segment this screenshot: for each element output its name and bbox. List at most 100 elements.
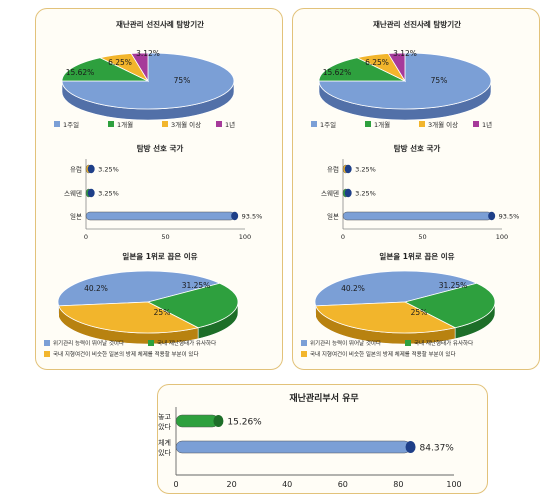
dept-label-0-line1: 확보만 해놓고: [158, 412, 172, 421]
p0-reason-slice-blue: [57, 270, 221, 307]
p0-reason-legend-orange: 국내 지형여건이 비슷한 일본의 방제 체제를 적용할 부분이 있다: [53, 350, 199, 358]
dept-xtick-3: 60: [338, 480, 348, 489]
p1-country-value-1: 3.25%: [355, 190, 376, 198]
dept-xtick-4: 80: [393, 480, 403, 489]
dept-label-1-line1: 비상연락체계: [158, 438, 171, 447]
p1-country-value-2: 93.5%: [499, 213, 520, 221]
p0-period-legend-orange: 3개월 이상: [171, 120, 201, 129]
p0-country-label-2: 일본: [70, 212, 82, 221]
p1-reason-slice-label-blue: 40.2%: [341, 284, 365, 293]
dept-xtick-2: 40: [282, 480, 292, 489]
p0-period-slice-blue: [61, 52, 235, 110]
p1-country-xtick-2: 100: [496, 233, 508, 241]
p1-period-legend-swatch-green: [365, 121, 371, 127]
p1-reason-legend-blue: 위기관리 능력이 뛰어날 것이다: [310, 339, 381, 347]
department-chart-title: 재난관리부서 유무: [289, 392, 358, 404]
p1-reason-legend-orange: 국내 지형여건이 비슷한 일본의 방제 체제를 적용할 부분이 있다: [310, 350, 456, 358]
country-chart-title: 탐방 선호 국가: [137, 143, 184, 153]
p1-reason-legend-swatch-blue: [301, 340, 307, 346]
p1-reason-legend-green: 국내 재난형태가 유사하다: [414, 339, 473, 347]
survey-panel-right: 재난관리 선진사례 탐방기간 75% 15.62% 6.25% 3.12% 1주일 1개월 3…: [292, 8, 540, 370]
p0-country-label-0: 유럽: [70, 165, 82, 174]
p1-country-label-1: 스웨덴: [321, 189, 339, 198]
p0-period-legend-green: 1개월: [117, 120, 133, 129]
p0-country-value-2: 93.5%: [242, 213, 263, 221]
p1-reason-slice-green: [403, 282, 496, 329]
p0-country-xtick-0: 0: [84, 233, 88, 241]
p0-reason-slice-label-green: 25%: [154, 308, 171, 317]
dept-bar-cap-0: [213, 415, 224, 427]
p1-period-legend-purple: 1년: [482, 120, 492, 129]
p0-reason-slice-label-orange: 31.25%: [182, 281, 211, 290]
p1-country-label-2: 일본: [327, 212, 339, 221]
period-chart-title: 재난관리 선진사례 탐방기간: [116, 19, 204, 29]
p1-country-bar-cap-1: [344, 188, 352, 198]
p1-period-slice-label-purple: 3.12%: [393, 49, 417, 58]
p0-period-slice-label-purple: 3.12%: [136, 49, 160, 58]
p0-period-legend-swatch-green: [108, 121, 114, 127]
survey-panel-left: 재난관리 선진사례 탐방기간 75% 15.62% 6.25% 3.12% 1주일 1개월 3…: [35, 8, 283, 370]
p1-period-legend-swatch-blue: [311, 121, 317, 127]
p1-reason-slice-blue: [314, 270, 478, 307]
p0-reason-legend-green: 국내 재난형태가 유사하다: [157, 339, 216, 347]
dept-bar-0: [175, 414, 219, 428]
department-chart-panel: 재난관리부서 유무확보만 해놓고협조 구하지 않았다 15.26% 비상연락체계갖추…: [115, 384, 488, 494]
p0-period-legend-swatch-purple: [216, 121, 222, 127]
p0-reason-slice-green: [146, 282, 239, 329]
dept-xtick-1: 20: [227, 480, 237, 489]
p1-period-legend-blue: 1주일: [320, 120, 336, 129]
p0-period-slice-label-green: 15.62%: [66, 68, 95, 77]
p1-country-xtick-0: 0: [341, 233, 345, 241]
p0-period-legend-swatch-blue: [54, 121, 60, 127]
dept-label-0-line2: 협조 구하지 않았다: [158, 422, 172, 431]
p0-reason-legend-blue: 위기관리 능력이 뛰어날 것이다: [53, 339, 124, 347]
p1-period-legend-swatch-purple: [473, 121, 479, 127]
country-chart-title: 탐방 선호 국가: [394, 143, 441, 153]
panel-left-charts: 재난관리 선진사례 탐방기간 75% 15.62% 6.25% 3.12% 1주일 1개월 3…: [44, 19, 263, 358]
p0-country-bar-cap-0: [87, 164, 95, 174]
p0-period-legend-blue: 1주일: [63, 120, 79, 129]
dept-bar-cap-1: [405, 441, 416, 453]
period-chart-title: 재난관리 선진사례 탐방기간: [373, 19, 461, 29]
p0-country-bar-2: [85, 211, 235, 221]
p0-reason-legend-swatch-green: [148, 340, 154, 346]
dept-value-1: 84.37%: [420, 444, 455, 454]
dept-xtick-0: 0: [173, 480, 178, 489]
p1-country-xtick-1: 50: [418, 233, 426, 241]
p1-period-slice-blue: [318, 52, 492, 110]
p1-reason-legend-swatch-orange: [301, 351, 307, 357]
p0-country-value-1: 3.25%: [98, 190, 119, 198]
panel-right-charts: 재난관리 선진사례 탐방기간 75% 15.62% 6.25% 3.12% 1주일 1개월 3…: [301, 19, 520, 358]
p0-period-slice-label-blue: 75%: [174, 76, 191, 85]
dept-value-0: 15.26%: [227, 418, 262, 428]
p0-period-slice-green: [61, 57, 149, 82]
p1-period-slice-purple: [387, 52, 406, 83]
dept-bar-1: [175, 440, 411, 454]
p1-country-bar-2: [342, 211, 492, 221]
p1-period-legend-swatch-orange: [419, 121, 425, 127]
p0-period-slice-purple: [130, 52, 149, 83]
p0-reason-legend-swatch-orange: [44, 351, 50, 357]
dept-label-1-line2: 갖추고 있다: [158, 448, 172, 457]
p1-period-slice-green: [318, 57, 406, 82]
p0-country-xtick-1: 50: [161, 233, 169, 241]
reason-chart-title: 일본을 1위로 꼽은 이유: [379, 251, 454, 261]
reason-chart-title: 일본을 1위로 꼽은 이유: [122, 251, 197, 261]
p1-reason-slice-orange: [315, 301, 457, 334]
p0-country-label-1: 스웨덴: [64, 189, 82, 198]
p0-country-xtick-2: 100: [239, 233, 251, 241]
p1-reason-slice-label-orange: 31.25%: [439, 281, 468, 290]
p1-country-label-0: 유럽: [327, 165, 339, 174]
p0-reason-slice-label-blue: 40.2%: [84, 284, 108, 293]
p1-reason-legend-swatch-green: [405, 340, 411, 346]
department-bar-chart: 재난관리부서 유무확보만 해놓고협조 구하지 않았다 15.26% 비상연락체계갖추…: [115, 392, 462, 489]
p0-period-legend-swatch-orange: [162, 121, 168, 127]
p1-period-slice-label-orange: 6.25%: [365, 58, 389, 67]
p1-country-bar-cap-2: [488, 211, 496, 221]
p1-period-slice-label-blue: 75%: [431, 76, 448, 85]
p1-period-slice-label-green: 15.62%: [323, 68, 352, 77]
p0-reason-legend-swatch-blue: [44, 340, 50, 346]
p1-reason-slice-label-green: 25%: [411, 308, 428, 317]
p0-country-bar-cap-1: [87, 188, 95, 198]
p1-country-bar-cap-0: [344, 164, 352, 174]
